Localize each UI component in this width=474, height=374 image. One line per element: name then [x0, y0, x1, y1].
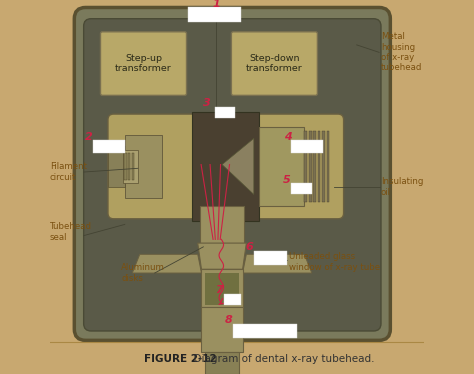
Bar [259, 127, 304, 206]
Bar [313, 131, 316, 202]
Bar [254, 251, 288, 265]
Bar [200, 206, 245, 243]
Text: 8: 8 [225, 315, 233, 325]
Text: Tubehead
seal: Tubehead seal [50, 222, 92, 242]
Text: Insulating
oil: Insulating oil [381, 177, 423, 197]
Bar [131, 153, 134, 180]
Bar [318, 131, 320, 202]
Polygon shape [222, 138, 254, 194]
Text: 6: 6 [246, 242, 253, 252]
Bar [123, 150, 138, 183]
Text: 2: 2 [85, 132, 93, 141]
Bar [108, 146, 125, 187]
Polygon shape [198, 243, 246, 269]
Text: 3: 3 [203, 98, 211, 108]
Bar [224, 294, 241, 305]
Polygon shape [132, 254, 201, 273]
Bar [291, 183, 312, 194]
Text: Metal
housing
of x-ray
tubehead: Metal housing of x-ray tubehead [381, 32, 422, 73]
Bar [215, 107, 235, 118]
FancyBboxPatch shape [83, 19, 381, 331]
FancyBboxPatch shape [100, 32, 186, 95]
Bar [93, 140, 125, 153]
Text: Step-down
transformer: Step-down transformer [246, 54, 303, 73]
Text: Filament
circuit: Filament circuit [50, 162, 87, 182]
FancyBboxPatch shape [74, 7, 391, 340]
Bar [205, 273, 239, 305]
Bar [125, 135, 162, 198]
FancyBboxPatch shape [108, 114, 344, 219]
Polygon shape [243, 254, 312, 273]
Bar [233, 324, 297, 338]
Bar [201, 307, 243, 352]
Text: 1: 1 [212, 0, 220, 9]
Text: Aluminum
disks: Aluminum disks [121, 263, 165, 283]
Bar [322, 131, 325, 202]
Text: Diagram of dental x-ray tubehead.: Diagram of dental x-ray tubehead. [186, 354, 374, 364]
Text: Unleaded glass
window of x-ray tube: Unleaded glass window of x-ray tube [289, 252, 381, 272]
Bar [201, 269, 243, 307]
Bar [205, 352, 239, 374]
Bar [327, 131, 329, 202]
Bar [304, 131, 307, 202]
Bar [128, 153, 130, 180]
Text: Step-up
transformer: Step-up transformer [115, 54, 172, 73]
Bar [192, 112, 259, 221]
Text: FIGURE 2-12: FIGURE 2-12 [144, 354, 216, 364]
Text: 5: 5 [283, 175, 291, 184]
Bar [291, 140, 323, 153]
Bar [124, 153, 127, 180]
Bar [309, 131, 311, 202]
FancyBboxPatch shape [231, 32, 318, 95]
Bar [188, 7, 241, 22]
Text: 4: 4 [283, 132, 292, 141]
Text: 7: 7 [216, 285, 223, 295]
